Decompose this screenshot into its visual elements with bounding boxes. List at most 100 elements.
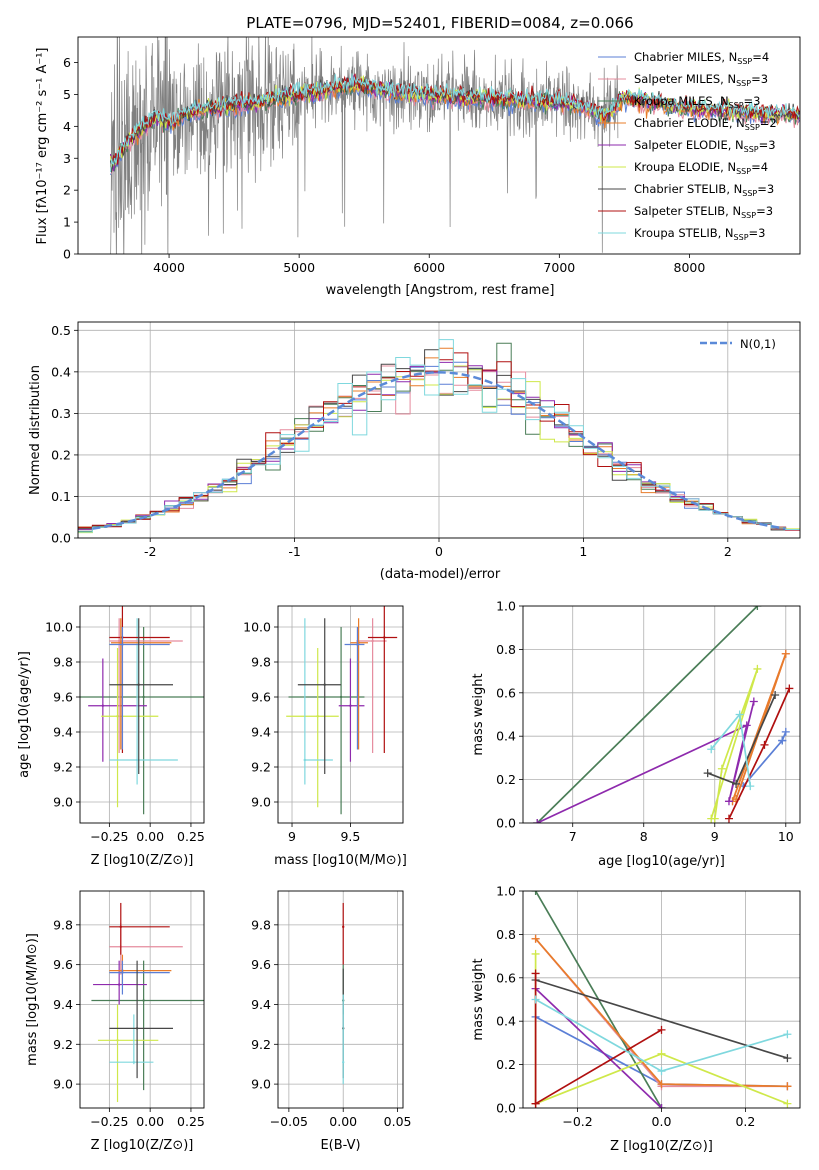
figure-title: PLATE=0796, MJD=52401, FIBERID=0084, z=0… bbox=[246, 14, 633, 32]
weight-marker bbox=[742, 721, 751, 730]
y-tick-label: 0 bbox=[63, 247, 71, 262]
y-tick-label: 9.0 bbox=[251, 795, 271, 810]
y-tick-label: 9.8 bbox=[251, 917, 271, 932]
weight-marker bbox=[778, 736, 787, 745]
data-point bbox=[119, 925, 122, 929]
axes-frame-spectrum bbox=[77, 36, 801, 255]
data-point bbox=[117, 983, 121, 986]
x-axis-label: wavelength [Angstrom, rest frame] bbox=[326, 283, 555, 298]
y-tick-label: 6 bbox=[63, 55, 71, 70]
weight-marker bbox=[783, 1099, 792, 1108]
axes-frame-residuals bbox=[77, 321, 801, 539]
axes-frame-weight_vs_Z bbox=[522, 890, 801, 1109]
x-tick-label: 6000 bbox=[413, 260, 445, 275]
x-tick-label: 0.00 bbox=[136, 1114, 164, 1129]
data-point bbox=[339, 695, 343, 699]
plot-area-residuals bbox=[78, 322, 800, 538]
weight-marker bbox=[657, 1104, 666, 1108]
y-tick-label: 9.4 bbox=[251, 725, 271, 740]
data-point bbox=[135, 1027, 139, 1030]
weight-marker bbox=[531, 1099, 540, 1108]
y-tick-label: 9.8 bbox=[251, 655, 271, 670]
data-point bbox=[142, 695, 145, 699]
data-point bbox=[135, 758, 139, 762]
weight-line-salpeter-elodie bbox=[535, 987, 663, 1108]
x-tick-label: 0.0 bbox=[652, 1114, 672, 1129]
x-axis-label: Z [log10(Z/Z⊙)] bbox=[91, 1138, 194, 1153]
weight-marker bbox=[531, 995, 540, 1004]
model-kroupa-stelib bbox=[110, 73, 800, 173]
gaussian-curve bbox=[92, 371, 786, 530]
y-tick-label: 9.8 bbox=[53, 655, 73, 670]
y-tick-label: 1.0 bbox=[496, 599, 516, 614]
data-point bbox=[119, 641, 122, 644]
legend-entry: Kroupa STELIB, NSSP=3 bbox=[634, 226, 765, 242]
axes-frame-age_vs_mass bbox=[277, 605, 404, 824]
data-point bbox=[137, 683, 140, 686]
legend-entry: Chabrier ELODIE, NSSP=2 bbox=[634, 116, 777, 132]
weight-marker bbox=[753, 606, 762, 610]
y-tick-label: 9.4 bbox=[53, 725, 73, 740]
x-tick-label: 0.00 bbox=[136, 829, 164, 844]
y-tick-label: 9.2 bbox=[53, 1037, 73, 1052]
x-axis-label: E(B-V) bbox=[320, 1138, 360, 1153]
y-tick-label: 0.2 bbox=[51, 447, 71, 462]
x-tick-label: 0 bbox=[435, 544, 443, 559]
data-point bbox=[101, 704, 105, 707]
weight-marker bbox=[749, 697, 758, 706]
weight-marker bbox=[657, 1067, 666, 1076]
x-axis-label: (data-model)/error bbox=[380, 567, 501, 582]
plot-area-spectrum bbox=[110, 37, 800, 254]
x-axis-label: mass [log10(M/M⊙)] bbox=[274, 853, 407, 868]
y-tick-label: 0.3 bbox=[51, 406, 71, 421]
weight-marker bbox=[531, 949, 540, 958]
weight-marker bbox=[724, 797, 733, 806]
weight-marker bbox=[657, 1025, 666, 1034]
weight-line-salpeter-elodie bbox=[536, 701, 755, 823]
weight-line-chabrier-miles bbox=[742, 731, 787, 787]
weight-marker bbox=[781, 727, 790, 736]
legend-entry: Chabrier MILES, NSSP=4 bbox=[634, 50, 769, 66]
y-tick-label: 9.0 bbox=[53, 1077, 73, 1092]
weight-marker bbox=[732, 779, 741, 788]
x-tick-label: −0.05 bbox=[270, 1114, 308, 1129]
y-tick-label: 3 bbox=[63, 151, 71, 166]
weight-marker bbox=[771, 690, 780, 699]
x-axis-label: age [log10(age/yr)] bbox=[598, 854, 725, 869]
weight-marker bbox=[710, 814, 719, 823]
weight-marker bbox=[753, 664, 762, 673]
y-tick-label: 0.1 bbox=[51, 489, 71, 504]
y-tick-label: 0.4 bbox=[496, 1014, 516, 1029]
legend-entry: Salpeter ELODIE, NSSP=3 bbox=[634, 138, 776, 154]
y-tick-label: 0.6 bbox=[496, 970, 516, 985]
weight-marker bbox=[781, 649, 790, 658]
weight-marker bbox=[531, 891, 540, 895]
y-tick-label: 0.0 bbox=[496, 1101, 516, 1116]
x-tick-label: 8 bbox=[640, 829, 648, 844]
y-tick-label: 9.6 bbox=[53, 690, 73, 705]
y-tick-label: 9.4 bbox=[53, 997, 73, 1012]
weight-marker bbox=[531, 969, 540, 978]
plot-area-weight_vs_age bbox=[523, 606, 800, 823]
data-point bbox=[323, 683, 326, 686]
plot-area-mass_vs_Z bbox=[80, 891, 204, 1108]
y-axis-label: mass [log10(M/M⊙)] bbox=[25, 933, 40, 1066]
x-tick-label: 0.25 bbox=[177, 829, 205, 844]
weight-marker bbox=[531, 934, 540, 943]
data-point bbox=[117, 639, 121, 643]
data-point bbox=[116, 715, 119, 718]
legend-entry: Kroupa MILES, NSSP=3 bbox=[634, 94, 760, 110]
weight-marker bbox=[760, 740, 769, 749]
weight-marker bbox=[717, 764, 726, 773]
weight-marker bbox=[783, 1030, 792, 1039]
y-tick-label: 9.2 bbox=[251, 1037, 271, 1052]
hist-kroupa-stelib bbox=[78, 339, 800, 533]
weight-line-salpeter-stelib bbox=[534, 973, 662, 1106]
y-tick-label: 0.5 bbox=[51, 323, 71, 338]
weight-marker bbox=[657, 1080, 666, 1089]
weight-marker bbox=[783, 1054, 792, 1063]
y-tick-label: 9.2 bbox=[53, 760, 73, 775]
data-spectrum bbox=[110, 37, 619, 254]
y-tick-label: 10.0 bbox=[243, 620, 271, 635]
axes-frame-age_vs_Z bbox=[79, 605, 205, 824]
